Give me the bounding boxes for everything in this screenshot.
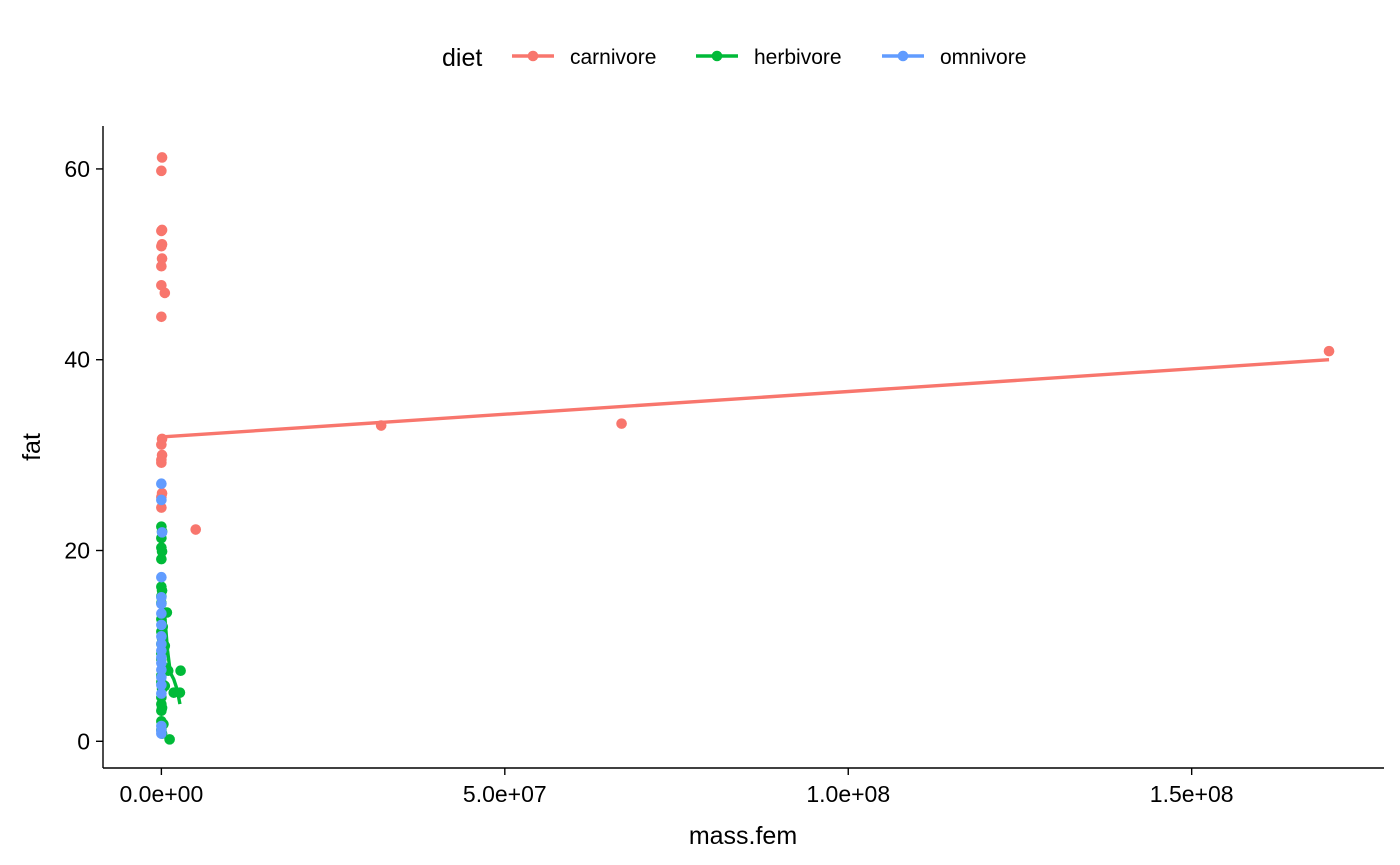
legend-title: diet xyxy=(442,44,482,72)
axes: 0.0e+00 5.0e+07 1.0e+08 1.5e+08 0 20 40 60 xyxy=(64,126,1384,807)
y-tick-label: 20 xyxy=(64,538,90,564)
data-point xyxy=(156,165,167,177)
y-tick-label: 60 xyxy=(64,156,90,182)
data-point xyxy=(156,260,167,272)
x-tick-label: 1.0e+08 xyxy=(806,781,890,807)
data-point xyxy=(156,152,168,163)
data-point xyxy=(175,665,186,676)
data-point xyxy=(156,553,167,565)
data-point xyxy=(156,253,168,264)
data-point xyxy=(156,608,167,619)
data-point xyxy=(156,728,167,739)
data-point xyxy=(156,240,167,252)
legend-label: omnivore xyxy=(940,46,1026,69)
legend-label: carnivore xyxy=(570,46,656,69)
data-point xyxy=(156,705,167,717)
y-tick-label: 0 xyxy=(77,728,90,754)
data-point xyxy=(1323,345,1335,357)
y-axis-title: fat xyxy=(18,433,46,461)
data-point xyxy=(156,679,167,691)
x-tick-label: 0.0e+00 xyxy=(119,781,203,807)
legend-key-herbivore xyxy=(696,50,738,62)
trend-line-carnivore xyxy=(161,358,1330,439)
series-omnivore xyxy=(156,478,168,739)
data-point xyxy=(156,225,167,237)
data-point xyxy=(159,287,171,299)
y-tick-label: 40 xyxy=(64,347,90,373)
data-point xyxy=(156,311,167,323)
legend-label: herbivore xyxy=(754,46,842,69)
x-tick-label: 5.0e+07 xyxy=(463,781,547,807)
data-point xyxy=(190,524,202,535)
legend: diet carnivore herbivore omnivore xyxy=(442,44,1026,72)
plot-marks xyxy=(156,152,1335,745)
data-point xyxy=(156,546,168,557)
x-tick-label: 1.5e+08 xyxy=(1150,781,1234,807)
legend-key-point xyxy=(711,50,723,62)
data-point xyxy=(156,571,167,583)
data-point xyxy=(156,457,167,469)
data-point xyxy=(156,631,167,642)
data-point xyxy=(156,478,167,490)
data-point xyxy=(156,439,167,450)
data-point xyxy=(164,734,175,745)
data-point xyxy=(156,688,167,699)
legend-key-omnivore xyxy=(882,50,924,62)
data-point xyxy=(156,527,168,538)
data-point xyxy=(156,672,167,683)
data-point xyxy=(616,418,627,429)
data-point xyxy=(156,598,167,610)
data-point xyxy=(156,494,167,506)
legend-key-point xyxy=(527,50,539,62)
data-point xyxy=(156,619,167,631)
x-axis-title: mass.fem xyxy=(689,822,797,850)
data-point xyxy=(156,664,167,676)
legend-key-carnivore xyxy=(512,50,554,62)
data-point xyxy=(156,502,167,513)
legend-key-point xyxy=(897,50,909,62)
